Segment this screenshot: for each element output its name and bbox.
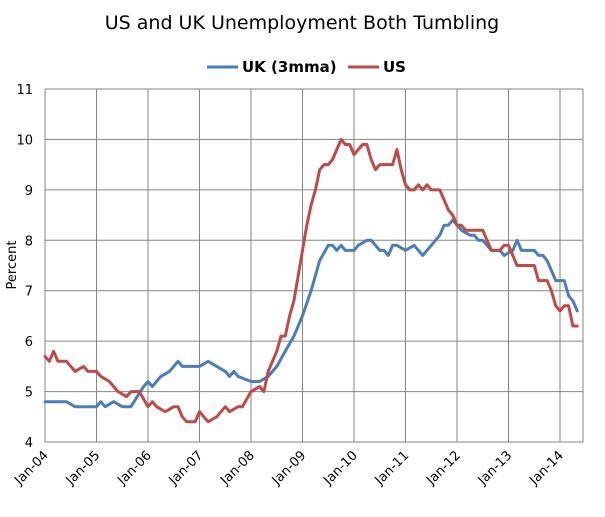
x-tick-label: Jan-11 — [372, 448, 413, 489]
y-tick-label: 9 — [25, 184, 33, 199]
series-line-uk — [43, 218, 579, 409]
y-axis-label: Percent — [5, 241, 20, 290]
y-tick-label: 5 — [25, 386, 33, 401]
gridlines — [44, 88, 584, 443]
x-tick-label: Jan-06 — [114, 448, 155, 489]
x-tick-label: Jan-07 — [166, 448, 207, 489]
series-line-us — [43, 137, 579, 424]
x-tick-label: Jan-09 — [269, 448, 310, 489]
y-tick-label: 7 — [25, 285, 33, 300]
x-tick-label: Jan-04 — [11, 448, 52, 489]
y-tick-label: 10 — [16, 133, 33, 148]
chart-title: US and UK Unemployment Both Tumbling — [105, 12, 499, 34]
y-tick-labels: 4 5 6 7 8 9 10 11 — [16, 83, 33, 451]
y-tick-label: 4 — [25, 436, 33, 451]
y-tick-label: 11 — [16, 83, 33, 98]
legend-label-us: US — [383, 58, 406, 76]
legend-label-uk: UK (3mma) — [242, 58, 337, 76]
y-tick-label: 6 — [25, 335, 33, 350]
x-tick-label: Jan-13 — [475, 448, 516, 489]
x-tick-label: Jan-05 — [63, 448, 104, 489]
x-tick-labels: Jan-04 Jan-05 Jan-06 Jan-07 Jan-08 Jan-09 Jan-… — [11, 448, 567, 489]
x-tick-label: Jan-12 — [423, 448, 464, 489]
x-tick-label: Jan-14 — [526, 448, 567, 489]
axes — [44, 89, 583, 443]
x-tick-label: Jan-08 — [217, 448, 258, 489]
series-lines — [43, 137, 579, 424]
x-tick-label: Jan-10 — [320, 448, 361, 489]
y-tick-label: 8 — [25, 234, 33, 249]
legend: UK (3mma) US — [207, 58, 406, 76]
